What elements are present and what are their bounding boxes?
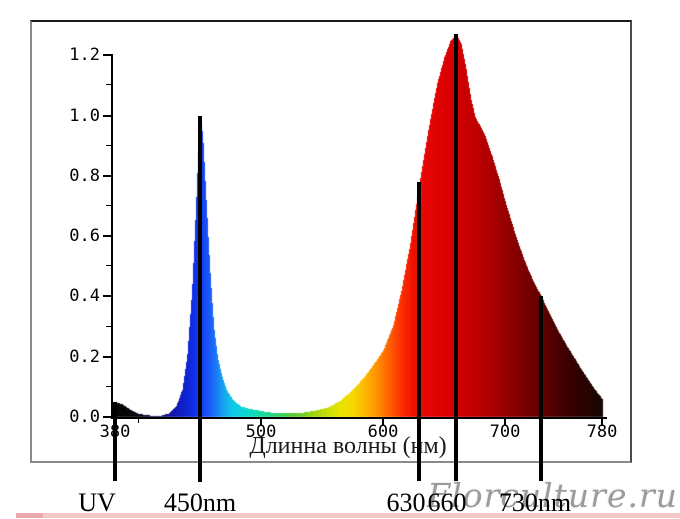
x-axis-title: Длинна волны (нм) <box>249 433 447 459</box>
marker-label-660: 660 <box>427 488 467 517</box>
y-tick-label-0.0: 0.0 <box>69 407 100 427</box>
x-minor-tick-400 <box>138 419 139 423</box>
marker-line-uv <box>113 402 117 481</box>
x-axis-line <box>111 417 607 419</box>
y-tick-0.4 <box>103 295 112 297</box>
y-tick-label-0.2: 0.2 <box>69 347 100 367</box>
x-tick-label-700: 700 <box>489 422 521 442</box>
y-tick-label-0.8: 0.8 <box>69 166 100 186</box>
bottom-pink-strip-accent <box>16 513 43 518</box>
y-tick-label-1.0: 1.0 <box>69 106 100 126</box>
marker-line-630 <box>417 182 421 481</box>
y-minor-tick-0.3 <box>106 326 112 327</box>
marker-label-730nm: 730nm <box>498 488 572 517</box>
y-minor-tick-0.5 <box>106 265 112 266</box>
y-tick-0.2 <box>103 356 112 358</box>
chart-frame <box>30 20 632 463</box>
spectrum-area-fill <box>112 30 606 420</box>
x-tick-label-600: 600 <box>367 422 399 442</box>
y-tick-0.8 <box>103 175 112 177</box>
marker-line-450nm <box>198 116 202 482</box>
y-tick-label-0.6: 0.6 <box>69 226 100 246</box>
marker-line-730nm <box>539 296 543 481</box>
bottom-pink-strip <box>16 513 680 518</box>
y-minor-tick-0.7 <box>106 205 112 206</box>
marker-label-630: 630 <box>386 488 426 517</box>
watermark-text: Florculture.ru <box>427 476 678 515</box>
y-tick-label-1.2: 1.2 <box>69 45 100 65</box>
y-tick-0.6 <box>103 235 112 237</box>
x-tick-500 <box>260 419 262 426</box>
x-tick-780 <box>601 419 603 426</box>
y-minor-tick-0.9 <box>106 145 112 146</box>
y-minor-tick-0.1 <box>106 386 112 387</box>
marker-label-450nm: 450nm <box>163 488 237 517</box>
y-axis-line <box>111 54 113 418</box>
x-tick-700 <box>504 419 506 426</box>
marker-line-660 <box>454 34 458 481</box>
y-tick-label-0.4: 0.4 <box>69 286 100 306</box>
marker-label-uv: UV <box>78 488 116 517</box>
y-tick-1.2 <box>103 54 112 56</box>
y-tick-0.0 <box>103 416 112 418</box>
x-tick-600 <box>382 419 384 426</box>
y-tick-1.0 <box>103 115 112 117</box>
y-minor-tick-1.1 <box>106 84 112 85</box>
x-tick-label-500: 500 <box>245 422 277 442</box>
x-tick-label-780: 780 <box>586 422 618 442</box>
